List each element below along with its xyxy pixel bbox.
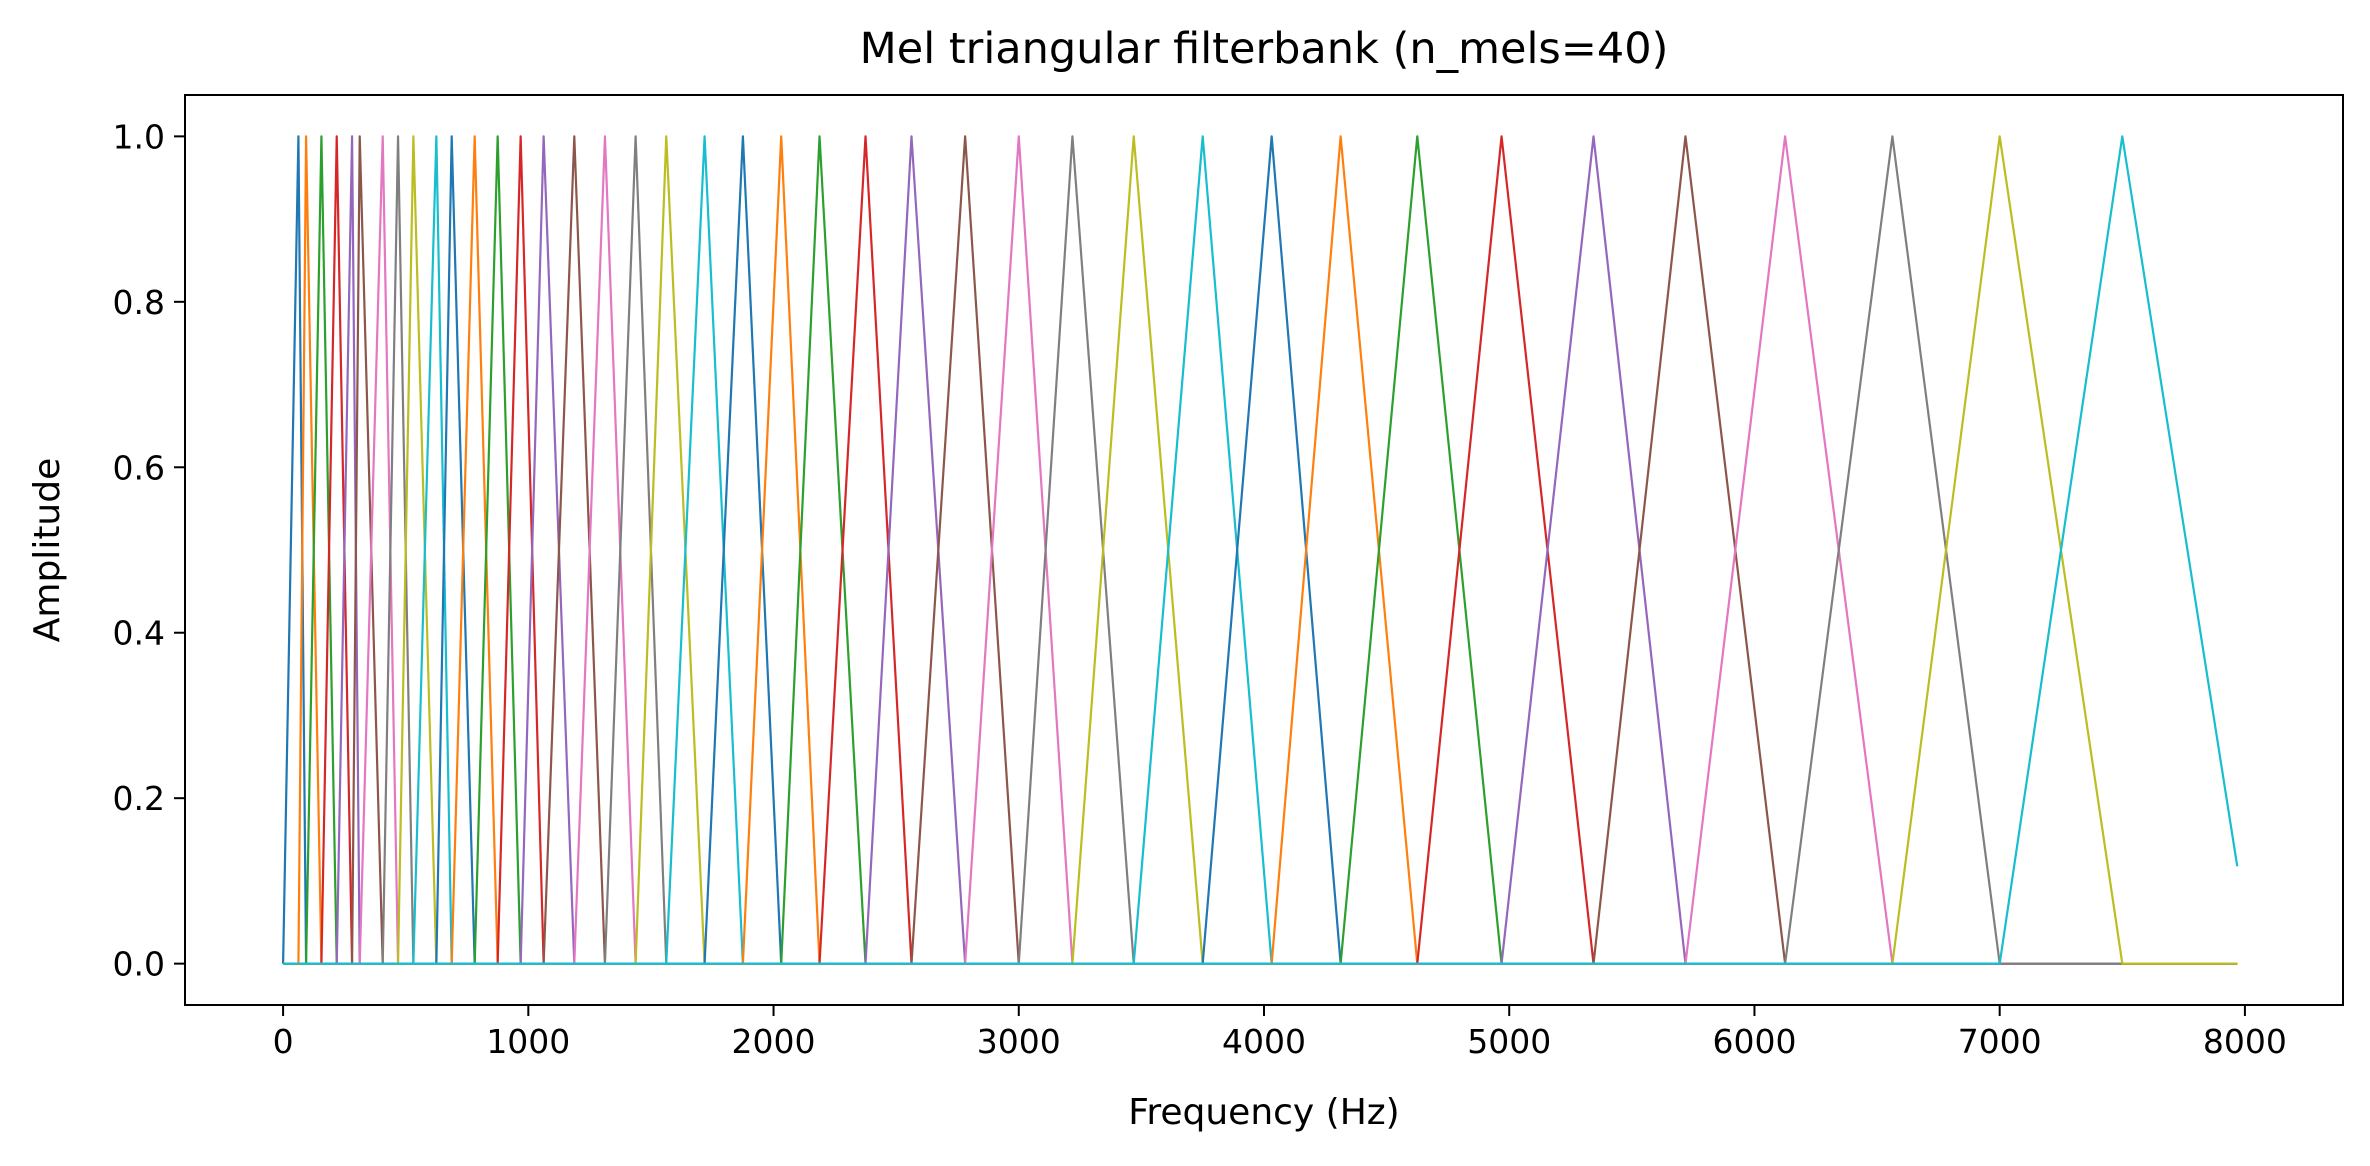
x-tick-label: 3000 [977,1022,1061,1061]
y-tick-label: 0.2 [113,779,165,818]
x-tick-label: 5000 [1467,1022,1551,1061]
chart-title: Mel triangular filterbank (n_mels=40) [860,24,1669,74]
x-axis-ticks: 0 1000 2000 3000 4000 5000 6000 7000 8000 [273,1005,2287,1061]
x-axis-label: Frequency (Hz) [1128,1092,1399,1133]
y-tick-label: 0.4 [113,614,165,653]
y-axis-ticks: 0.0 0.2 0.4 0.6 0.8 1.0 [113,117,185,984]
y-axis-label: Amplitude [27,458,68,642]
y-tick-label: 0.8 [113,283,165,322]
filter-series-group [281,135,2239,965]
x-tick-label: 8000 [2203,1022,2287,1061]
x-tick-label: 1000 [486,1022,570,1061]
x-tick-label: 6000 [1712,1022,1796,1061]
x-tick-label: 4000 [1222,1022,1306,1061]
y-tick-label: 1.0 [113,117,165,156]
x-tick-label: 2000 [732,1022,816,1061]
x-tick-label: 0 [273,1022,294,1061]
y-tick-label: 0.6 [113,448,165,487]
y-tick-label: 0.0 [113,945,165,984]
plot-area [185,95,2343,1005]
x-tick-label: 7000 [1958,1022,2042,1061]
filter-line-40 [283,135,2239,965]
